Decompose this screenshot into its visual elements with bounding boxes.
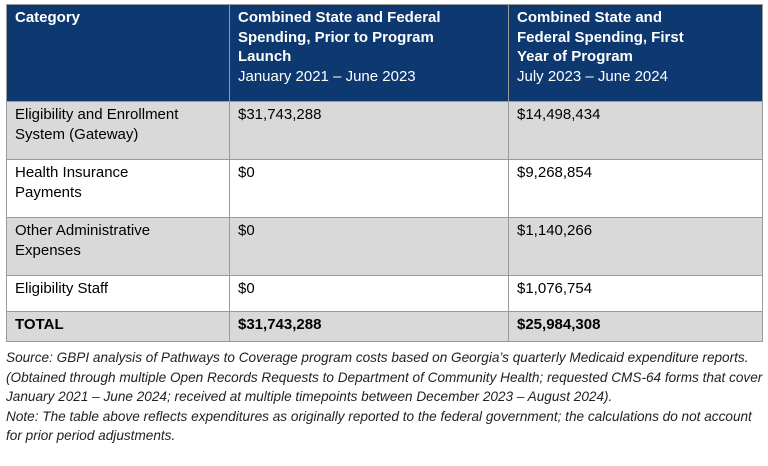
header-date-range: January 2021 – June 2023 bbox=[238, 67, 416, 85]
cell-category: Health Insurance Payments bbox=[6, 159, 230, 218]
header-label: Combined State and Federal Spending, Pri… bbox=[238, 9, 441, 65]
table-row: Health Insurance Payments $0 $9,268,854 bbox=[6, 159, 763, 218]
cell-prior: $0 bbox=[229, 217, 509, 276]
cell-prior: $0 bbox=[229, 275, 509, 312]
cell-first-year: $14,498,434 bbox=[508, 101, 763, 160]
cell-category: TOTAL bbox=[6, 311, 230, 342]
total-row: TOTAL $31,743,288 $25,984,308 bbox=[6, 311, 763, 342]
category-text: Other Administrative Expenses bbox=[15, 222, 151, 259]
header-prior: Combined State and Federal Spending, Pri… bbox=[229, 4, 509, 102]
cell-first-year: $25,984,308 bbox=[508, 311, 763, 342]
footnotes: Source: GBPI analysis of Pathways to Cov… bbox=[6, 348, 764, 446]
table-row: Eligibility Staff $0 $1,076,754 bbox=[6, 275, 763, 312]
cell-first-year: $1,076,754 bbox=[508, 275, 763, 312]
table-row: Eligibility and Enrollment System (Gatew… bbox=[6, 101, 763, 160]
cell-category: Eligibility Staff bbox=[6, 275, 230, 312]
cell-first-year: $1,140,266 bbox=[508, 217, 763, 276]
header-row: Category Combined State and Federal Spen… bbox=[6, 4, 763, 102]
header-date-range: July 2023 – June 2024 bbox=[517, 67, 668, 85]
cell-prior: $31,743,288 bbox=[229, 311, 509, 342]
header-first-year: Combined State and Federal Spending, Fir… bbox=[508, 4, 763, 102]
cell-prior: $0 bbox=[229, 159, 509, 218]
spending-table: Category Combined State and Federal Spen… bbox=[6, 4, 763, 342]
table-row: Other Administrative Expenses $0 $1,140,… bbox=[6, 217, 763, 276]
header-label: Combined State and Federal Spending, Fir… bbox=[517, 9, 684, 65]
note: Note: The table above reflects expenditu… bbox=[6, 408, 752, 444]
cell-prior: $31,743,288 bbox=[229, 101, 509, 160]
header-label: Category bbox=[15, 9, 81, 26]
cell-category: Other Administrative Expenses bbox=[6, 217, 230, 276]
category-text: Health Insurance Payments bbox=[15, 164, 129, 201]
header-category: Category bbox=[6, 4, 230, 102]
cell-first-year: $9,268,854 bbox=[508, 159, 763, 218]
source-note: Source: GBPI analysis of Pathways to Cov… bbox=[6, 350, 763, 405]
cell-category: Eligibility and Enrollment System (Gatew… bbox=[6, 101, 230, 160]
